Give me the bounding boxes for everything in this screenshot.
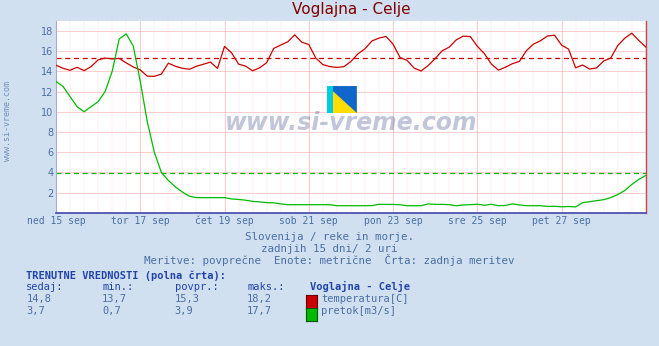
- Bar: [328, 86, 357, 113]
- Text: 13,7: 13,7: [102, 294, 127, 304]
- Text: temperatura[C]: temperatura[C]: [321, 294, 409, 304]
- Text: Slovenija / reke in morje.: Slovenija / reke in morje.: [245, 233, 414, 243]
- Text: Voglajna - Celje: Voglajna - Celje: [310, 281, 410, 292]
- Text: pretok[m3/s]: pretok[m3/s]: [321, 306, 396, 316]
- Bar: [328, 86, 333, 113]
- Text: TRENUTNE VREDNOSTI (polna črta):: TRENUTNE VREDNOSTI (polna črta):: [26, 270, 226, 281]
- Text: maks.:: maks.:: [247, 282, 285, 292]
- Text: 3,7: 3,7: [26, 306, 45, 316]
- Text: povpr.:: povpr.:: [175, 282, 218, 292]
- Text: www.si-vreme.com: www.si-vreme.com: [3, 81, 13, 161]
- Text: min.:: min.:: [102, 282, 133, 292]
- Polygon shape: [328, 86, 357, 113]
- Text: 18,2: 18,2: [247, 294, 272, 304]
- Text: zadnjih 15 dni/ 2 uri: zadnjih 15 dni/ 2 uri: [261, 244, 398, 254]
- Text: www.si-vreme.com: www.si-vreme.com: [225, 110, 477, 135]
- Text: 17,7: 17,7: [247, 306, 272, 316]
- Text: Meritve: povprečne  Enote: metrične  Črta: zadnja meritev: Meritve: povprečne Enote: metrične Črta:…: [144, 254, 515, 266]
- Text: 14,8: 14,8: [26, 294, 51, 304]
- Text: sedaj:: sedaj:: [26, 282, 64, 292]
- Text: 15,3: 15,3: [175, 294, 200, 304]
- Title: Voglajna - Celje: Voglajna - Celje: [291, 2, 411, 17]
- Text: 0,7: 0,7: [102, 306, 121, 316]
- Text: 3,9: 3,9: [175, 306, 193, 316]
